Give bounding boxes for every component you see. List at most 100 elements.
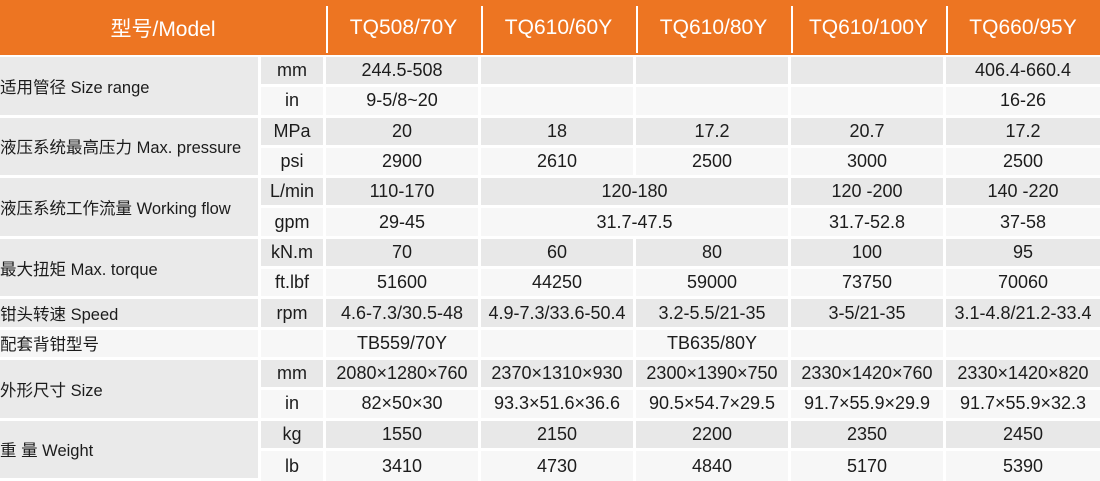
unit-cell: ft.lbf [261, 269, 326, 300]
value-cell: 3410 [326, 450, 481, 481]
table-row: psi 2900 2610 2500 3000 2500 [0, 147, 1100, 179]
value-cell [481, 87, 636, 118]
value-cell: 9-5/8~20 [326, 87, 481, 118]
value-cell: 3-5/21-35 [791, 299, 946, 330]
table-row: 适用管径 Size range mm 244.5-508 406.4-660.4 [0, 57, 1100, 118]
column-header-model-label: 型号/Model [0, 0, 326, 57]
unit-cell: lb [261, 450, 326, 481]
value-cell: 37-58 [946, 208, 1100, 239]
unit-cell: kN.m [261, 238, 326, 270]
row-label-size: 外形尺寸 Size [0, 359, 261, 421]
value-cell [946, 329, 1100, 360]
unit-cell: kg [261, 420, 326, 451]
value-cell: 17.2 [636, 117, 791, 148]
row-label-size-range: 适用管径 Size range [0, 57, 261, 118]
value-cell: 44250 [481, 269, 636, 300]
value-cell: 91.7×55.9×29.9 [791, 390, 946, 421]
value-cell: 4840 [636, 450, 791, 481]
value-cell: 3.1-4.8/21.2-33.4 [946, 299, 1100, 330]
value-cell: 2500 [636, 147, 791, 179]
value-cell: 2080×1280×760 [326, 359, 481, 391]
row-label-working-flow: 液压系统工作流量 Working flow [0, 178, 261, 239]
value-cell: 2610 [481, 147, 636, 179]
value-cell: 406.4-660.4 [946, 57, 1100, 88]
unit-cell: MPa [261, 117, 326, 148]
row-label-backup-tong-model: 配套背钳型号 [0, 329, 261, 360]
value-cell: 70060 [946, 269, 1100, 300]
unit-cell [261, 329, 326, 360]
column-header-tq508-70y: TQ508/70Y [326, 0, 481, 57]
value-cell: 91.7×55.9×32.3 [946, 390, 1100, 421]
table-row: 外形尺寸 Size mm 2080×1280×760 2370×1310×930… [0, 359, 1100, 421]
row-label-max-torque: 最大扭矩 Max. torque [0, 238, 261, 300]
value-cell: 2330×1420×760 [791, 359, 946, 391]
value-cell [791, 329, 946, 360]
value-cell: 2350 [791, 420, 946, 451]
value-cell: TB635/80Y [636, 329, 791, 360]
value-cell: 20 [326, 117, 481, 148]
value-cell: 4.9-7.3/33.6-50.4 [481, 299, 636, 330]
value-cell: 2370×1310×930 [481, 359, 636, 391]
unit-cell: in [261, 87, 326, 118]
table-row: 液压系统最高压力 Max. pressure MPa 20 18 17.2 20… [0, 117, 1100, 179]
value-cell: 2500 [946, 147, 1100, 179]
value-cell: TB559/70Y [326, 329, 481, 360]
value-cell: 59000 [636, 269, 791, 300]
value-cell: 20.7 [791, 117, 946, 148]
value-cell: 90.5×54.7×29.5 [636, 390, 791, 421]
unit-cell: rpm [261, 299, 326, 330]
value-cell: 140 -220 [946, 178, 1100, 209]
value-cell: 244.5-508 [326, 57, 481, 88]
table-row: 钳头转速 Speed rpm 4.6-7.3/30.5-48 4.9-7.3/3… [0, 299, 1100, 330]
value-cell [636, 87, 791, 118]
table-row: 配套背钳型号 TB559/70Y TB635/80Y [0, 329, 1100, 360]
unit-cell: psi [261, 147, 326, 179]
value-cell: 5390 [946, 450, 1100, 481]
value-cell-merged: 31.7-47.5 [481, 208, 791, 239]
value-cell: 2330×1420×820 [946, 359, 1100, 391]
column-header-tq610-60y: TQ610/60Y [481, 0, 636, 57]
value-cell: 110-170 [326, 178, 481, 209]
value-cell: 95 [946, 238, 1100, 270]
value-cell: 2450 [946, 420, 1100, 451]
table-row: 重 量 Weight kg 1550 2150 2200 2350 2450 [0, 420, 1100, 481]
value-cell: 1550 [326, 420, 481, 451]
value-cell: 51600 [326, 269, 481, 300]
value-cell [481, 57, 636, 88]
table-row: 最大扭矩 Max. torque kN.m 70 60 80 100 95 [0, 238, 1100, 300]
unit-cell: mm [261, 359, 326, 391]
unit-cell: gpm [261, 208, 326, 239]
value-cell: 60 [481, 238, 636, 270]
unit-cell: L/min [261, 178, 326, 209]
value-cell: 2150 [481, 420, 636, 451]
value-cell: 17.2 [946, 117, 1100, 148]
value-cell: 93.3×51.6×36.6 [481, 390, 636, 421]
value-cell-merged: 120-180 [481, 178, 791, 209]
value-cell: 80 [636, 238, 791, 270]
value-cell: 16-26 [946, 87, 1100, 118]
value-cell [636, 57, 791, 88]
value-cell: 2300×1390×750 [636, 359, 791, 391]
value-cell: 2900 [326, 147, 481, 179]
value-cell: 5170 [791, 450, 946, 481]
value-cell: 2200 [636, 420, 791, 451]
value-cell [481, 329, 636, 360]
table-row: in 9-5/8~20 16-26 [0, 87, 1100, 118]
table-row: ft.lbf 51600 44250 59000 73750 70060 [0, 269, 1100, 300]
unit-cell: mm [261, 57, 326, 88]
header-row: 型号/Model TQ508/70Y TQ610/60Y TQ610/80Y T… [0, 0, 1100, 57]
column-header-tq610-80y: TQ610/80Y [636, 0, 791, 57]
row-label-speed: 钳头转速 Speed [0, 299, 261, 330]
table-row: 液压系统工作流量 Working flow L/min 110-170 120-… [0, 178, 1100, 239]
table-row: gpm 29-45 31.7-47.5 31.7-52.8 37-58 [0, 208, 1100, 239]
value-cell: 4.6-7.3/30.5-48 [326, 299, 481, 330]
row-label-max-pressure: 液压系统最高压力 Max. pressure [0, 117, 261, 179]
table-row: lb 3410 4730 4840 5170 5390 [0, 450, 1100, 481]
value-cell: 4730 [481, 450, 636, 481]
value-cell [791, 87, 946, 118]
row-label-weight: 重 量 Weight [0, 420, 261, 481]
value-cell: 3.2-5.5/21-35 [636, 299, 791, 330]
value-cell: 3000 [791, 147, 946, 179]
column-header-tq610-100y: TQ610/100Y [791, 0, 946, 57]
